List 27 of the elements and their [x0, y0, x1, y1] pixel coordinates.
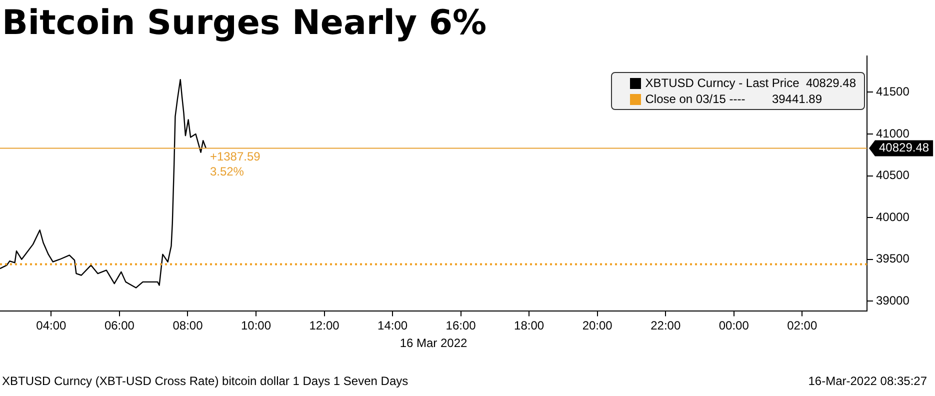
x-tick-label: 12:00 — [309, 318, 340, 333]
chart-title: Bitcoin Surges Nearly 6% — [1, 2, 488, 45]
x-tick-label: 18:00 — [514, 318, 544, 333]
x-tick-label: 14:00 — [378, 318, 408, 333]
y-tick-label: 40000 — [876, 210, 910, 224]
x-tick-label: 02:00 — [787, 318, 818, 333]
x-tick-label: 04:00 — [36, 318, 67, 333]
ref-line-label: 40829.48 — [879, 140, 930, 155]
annotation: 3.52% — [210, 164, 244, 179]
x-tick-label: 16:00 — [446, 318, 476, 333]
text: 16-Mar-2022 08:35:27 — [808, 374, 927, 388]
x-tick-label: 00:00 — [718, 318, 750, 333]
x-axis-title: 16 Mar 2022 — [400, 336, 468, 350]
y-tick-label: 39500 — [876, 252, 910, 266]
text: XBTUSD Curncy (XBT-USD Cross Rate) bitcoin dollar 1 Days 1 Seven Days — [2, 374, 408, 388]
x-tick-label: 06:00 — [104, 318, 135, 333]
legend-label: Close on 03/15 ---- 39441.89 — [645, 91, 822, 107]
annotation: +1387.59 — [210, 150, 261, 164]
x-tick-label: 10:00 — [240, 318, 272, 333]
x-tick-label: 08:00 — [172, 318, 204, 333]
y-tick-label: 39000 — [876, 293, 910, 308]
y-tick-label: 41000 — [876, 126, 910, 140]
y-tick-label: 41500 — [876, 84, 910, 98]
x-tick-label: 22:00 — [650, 318, 681, 333]
legend-label: XBTUSD Curncy - Last Price 40829.48 — [645, 75, 856, 91]
x-tick-label: 20:00 — [582, 318, 613, 333]
y-tick-label: 40500 — [876, 168, 910, 182]
